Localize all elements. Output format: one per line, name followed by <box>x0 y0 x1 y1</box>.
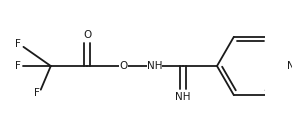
Text: O: O <box>119 61 128 71</box>
Text: F: F <box>15 39 21 49</box>
Text: N: N <box>287 61 292 71</box>
Text: F: F <box>15 61 21 71</box>
Text: O: O <box>83 30 91 40</box>
Text: NH: NH <box>147 61 162 71</box>
Text: F: F <box>34 88 40 98</box>
Text: NH: NH <box>175 91 191 102</box>
